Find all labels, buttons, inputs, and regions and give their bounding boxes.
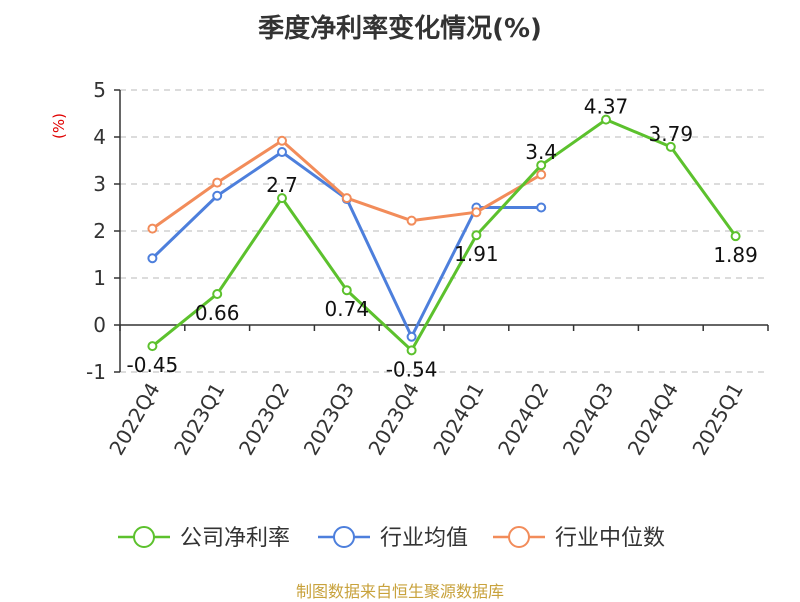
series-line	[151, 118, 737, 352]
data-point	[406, 331, 417, 342]
x-tick-label: 2023Q4	[363, 379, 423, 460]
legend-swatch-marker	[508, 526, 530, 548]
data-label: 1.89	[713, 243, 758, 267]
data-point	[147, 341, 158, 352]
data-label: 3.79	[649, 122, 694, 146]
data-point	[277, 135, 287, 146]
data-label: 0.74	[325, 297, 370, 321]
legend: 公司净利率 行业均值 行业中位数	[118, 526, 665, 551]
legend-label: 公司净利率	[180, 526, 290, 551]
data-point	[406, 345, 417, 356]
data-point	[536, 202, 547, 213]
y-tick-label: 3	[93, 172, 106, 196]
x-tick-label: 2023Q2	[234, 379, 294, 460]
y-tick-label: 2	[93, 219, 106, 243]
data-label: 4.37	[584, 95, 629, 119]
data-point	[277, 147, 287, 158]
y-tick-label: 0	[93, 313, 106, 337]
series-layer	[147, 114, 741, 356]
gridlines	[120, 89, 768, 373]
y-tick-label: -1	[86, 360, 106, 384]
legend-item: 行业均值	[318, 526, 468, 551]
data-point	[212, 177, 223, 188]
x-tick-label: 2025Q1	[687, 379, 747, 460]
data-point	[147, 223, 158, 234]
data-point	[341, 193, 352, 204]
data-point	[536, 160, 547, 171]
series-line	[151, 139, 542, 230]
legend-label: 行业中位数	[555, 526, 665, 551]
data-point	[341, 285, 352, 296]
legend-swatch-marker	[133, 526, 155, 548]
y-tick-label: 1	[93, 266, 106, 290]
data-point	[471, 230, 482, 241]
legend-swatch-marker	[333, 526, 355, 548]
data-label: 0.66	[195, 301, 240, 325]
x-tick-label: 2024Q2	[493, 379, 553, 460]
data-point	[730, 231, 741, 242]
data-point	[601, 114, 611, 125]
data-point	[277, 193, 287, 204]
legend-label: 行业均值	[380, 526, 468, 551]
data-point	[536, 169, 547, 180]
data-point	[665, 141, 676, 152]
data-label: 3.4	[525, 140, 557, 164]
data-labels: -0.45 0.66 2.7 0.74 -0.54 1.91 3.4 4.37 3.79 1.89	[127, 95, 758, 382]
x-tick-label: 2023Q3	[299, 379, 359, 460]
chart-title: 季度净利率变化情况(%)	[258, 14, 542, 44]
y-axis-label: (%)	[50, 113, 68, 139]
legend-item: 公司净利率	[118, 526, 290, 551]
data-label: 2.7	[266, 173, 298, 197]
data-point	[212, 190, 223, 201]
data-label: -0.54	[386, 357, 438, 381]
x-tick-label: 2024Q1	[428, 379, 488, 460]
x-tick-label: 2023Q1	[169, 379, 229, 460]
legend-item: 行业中位数	[493, 526, 665, 551]
x-tick-label: 2024Q4	[623, 379, 683, 460]
y-tick-label: 5	[93, 78, 106, 102]
data-point	[406, 215, 417, 226]
x-tick-label: 2024Q3	[558, 379, 618, 460]
data-point	[212, 288, 223, 299]
source-note: 制图数据来自恒生聚源数据库	[295, 582, 504, 601]
data-label: 1.91	[454, 242, 499, 266]
x-tick-label: 2022Q4	[104, 379, 164, 460]
data-label: -0.45	[127, 353, 179, 377]
y-tick-label: 4	[93, 125, 106, 149]
data-point	[147, 253, 158, 264]
data-point	[471, 207, 482, 218]
